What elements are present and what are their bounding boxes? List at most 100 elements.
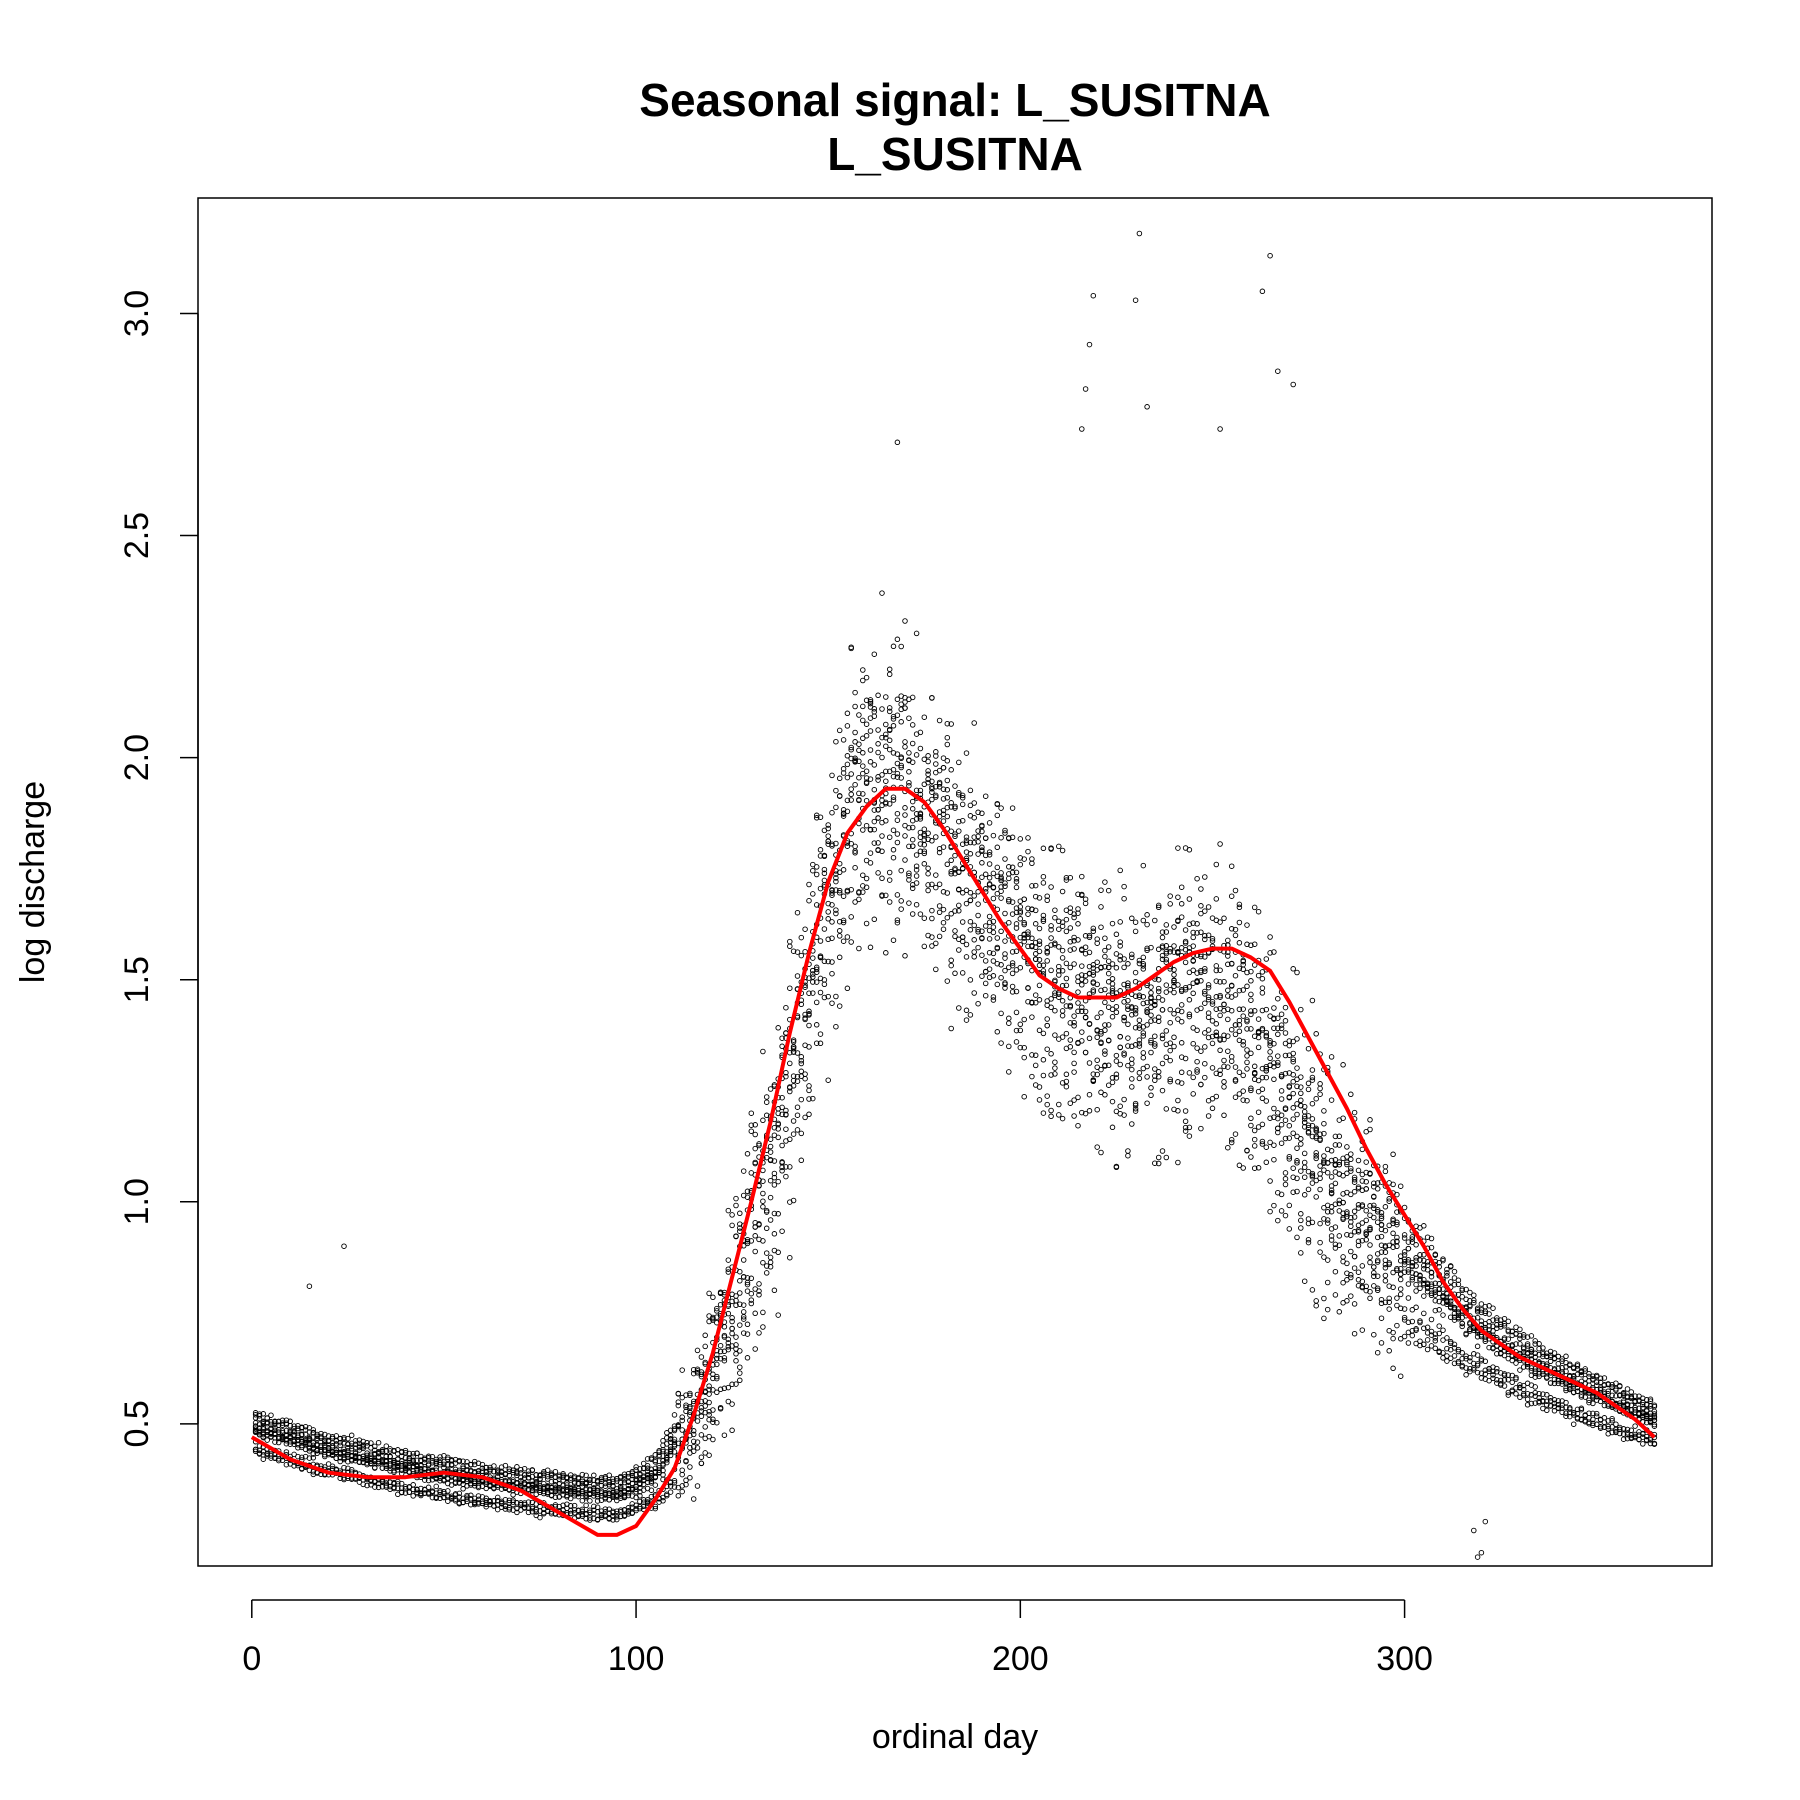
data-point (614, 1486, 620, 1492)
data-point (1528, 1365, 1535, 1371)
data-point (1228, 926, 1235, 932)
data-point (1275, 1062, 1281, 1069)
data-point (1494, 1317, 1500, 1323)
data-point (1190, 967, 1196, 974)
data-point (1578, 1394, 1585, 1400)
data-point (979, 810, 985, 817)
data-point (1544, 1398, 1550, 1405)
data-point (1490, 1345, 1496, 1352)
data-point (906, 769, 912, 775)
data-point (1359, 1263, 1366, 1269)
data-point (1202, 965, 1208, 972)
data-point (694, 1483, 701, 1489)
data-point (1232, 992, 1239, 998)
data-point (775, 1025, 781, 1031)
data-point (383, 1457, 390, 1464)
data-point (998, 962, 1004, 968)
data-point (998, 974, 1004, 981)
data-point (1378, 1222, 1385, 1228)
data-point (729, 1212, 735, 1218)
data-point (1348, 1151, 1354, 1157)
data-point (437, 1491, 443, 1498)
data-point (1140, 994, 1147, 1000)
data-point (1413, 1257, 1419, 1264)
data-point (956, 947, 962, 953)
data-point (348, 1466, 355, 1473)
data-point (640, 1503, 647, 1509)
data-point (1259, 1141, 1266, 1147)
data-point (1255, 1165, 1262, 1171)
data-point (1563, 1413, 1569, 1419)
data-point (671, 1443, 678, 1449)
data-point (710, 1371, 716, 1378)
data-point (1609, 1392, 1615, 1399)
data-point (760, 1198, 766, 1204)
data-point (840, 938, 847, 944)
data-point (1328, 1233, 1335, 1239)
data-point (483, 1498, 489, 1504)
data-point (1259, 985, 1266, 991)
data-point (1298, 1102, 1304, 1109)
data-point (1251, 1165, 1258, 1171)
data-point (1144, 947, 1150, 954)
data-point (1367, 1126, 1373, 1133)
data-point (287, 1418, 293, 1425)
data-point (1378, 1315, 1385, 1321)
data-point (944, 890, 951, 896)
data-point (1405, 1245, 1412, 1252)
data-point (283, 1449, 290, 1455)
data-point (1401, 1314, 1408, 1321)
data-point (1248, 1115, 1254, 1122)
data-point (829, 935, 835, 941)
data-point (940, 796, 947, 802)
data-point (852, 729, 858, 736)
data-point (1236, 1162, 1243, 1169)
data-point (752, 1122, 758, 1128)
data-point (1359, 1203, 1366, 1209)
data-point (856, 889, 862, 895)
data-point (1232, 1031, 1239, 1038)
data-point (1590, 1422, 1596, 1429)
data-point (1613, 1387, 1619, 1394)
data-point (1459, 1350, 1465, 1356)
data-point (886, 869, 893, 876)
data-point (1236, 1091, 1243, 1097)
data-point (702, 1343, 708, 1350)
data-point (1190, 1040, 1196, 1047)
data-point (1113, 931, 1120, 938)
data-point (1094, 940, 1100, 946)
data-point (644, 1479, 651, 1485)
data-point (1593, 1413, 1600, 1419)
data-point (783, 1173, 789, 1180)
data-point (352, 1450, 359, 1457)
data-point (1463, 1372, 1469, 1378)
data-point (1613, 1421, 1619, 1427)
data-point (1451, 1268, 1458, 1275)
data-point (813, 1022, 820, 1028)
data-point (994, 960, 1001, 967)
data-point (1524, 1334, 1531, 1340)
data-point (694, 1347, 701, 1354)
data-point (813, 964, 820, 971)
data-point (667, 1452, 674, 1459)
data-point (1140, 954, 1147, 961)
data-point (464, 1492, 470, 1499)
data-point (1286, 1226, 1293, 1232)
data-point (933, 966, 939, 973)
data-point (1182, 927, 1189, 933)
data-point (844, 808, 851, 815)
data-point (813, 902, 820, 908)
data-point (579, 1497, 586, 1504)
data-point (690, 1431, 697, 1438)
data-point (610, 1513, 616, 1520)
data-point (1155, 904, 1162, 911)
data-point (1113, 1003, 1120, 1010)
data-point (787, 1164, 793, 1170)
data-point (740, 1168, 747, 1174)
data-point (1590, 1410, 1596, 1417)
data-point (675, 1390, 682, 1397)
data-point (998, 1010, 1004, 1017)
data-point (921, 861, 928, 867)
data-point (829, 772, 835, 779)
data-point (1348, 1191, 1354, 1198)
